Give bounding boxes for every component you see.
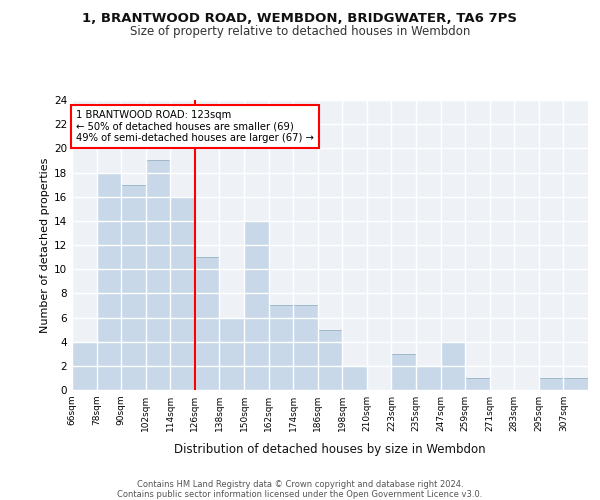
Bar	[539, 378, 563, 390]
Bar	[293, 306, 318, 390]
Bar	[342, 366, 367, 390]
Bar	[97, 172, 121, 390]
Bar	[146, 160, 170, 390]
Bar	[269, 306, 293, 390]
Text: 1, BRANTWOOD ROAD, WEMBDON, BRIDGWATER, TA6 7PS: 1, BRANTWOOD ROAD, WEMBDON, BRIDGWATER, …	[83, 12, 517, 26]
Bar	[416, 366, 440, 390]
Text: Size of property relative to detached houses in Wembdon: Size of property relative to detached ho…	[130, 25, 470, 38]
Bar	[170, 196, 195, 390]
Text: Distribution of detached houses by size in Wembdon: Distribution of detached houses by size …	[174, 442, 486, 456]
Bar	[391, 354, 416, 390]
Bar	[563, 378, 588, 390]
Y-axis label: Number of detached properties: Number of detached properties	[40, 158, 50, 332]
Bar	[440, 342, 465, 390]
Bar	[244, 221, 269, 390]
Bar	[121, 184, 146, 390]
Bar	[465, 378, 490, 390]
Bar	[318, 330, 342, 390]
Bar	[72, 342, 97, 390]
Text: 1 BRANTWOOD ROAD: 123sqm
← 50% of detached houses are smaller (69)
49% of semi-d: 1 BRANTWOOD ROAD: 123sqm ← 50% of detach…	[76, 110, 314, 143]
Text: Contains HM Land Registry data © Crown copyright and database right 2024.
Contai: Contains HM Land Registry data © Crown c…	[118, 480, 482, 500]
Bar	[195, 257, 220, 390]
Bar	[220, 318, 244, 390]
